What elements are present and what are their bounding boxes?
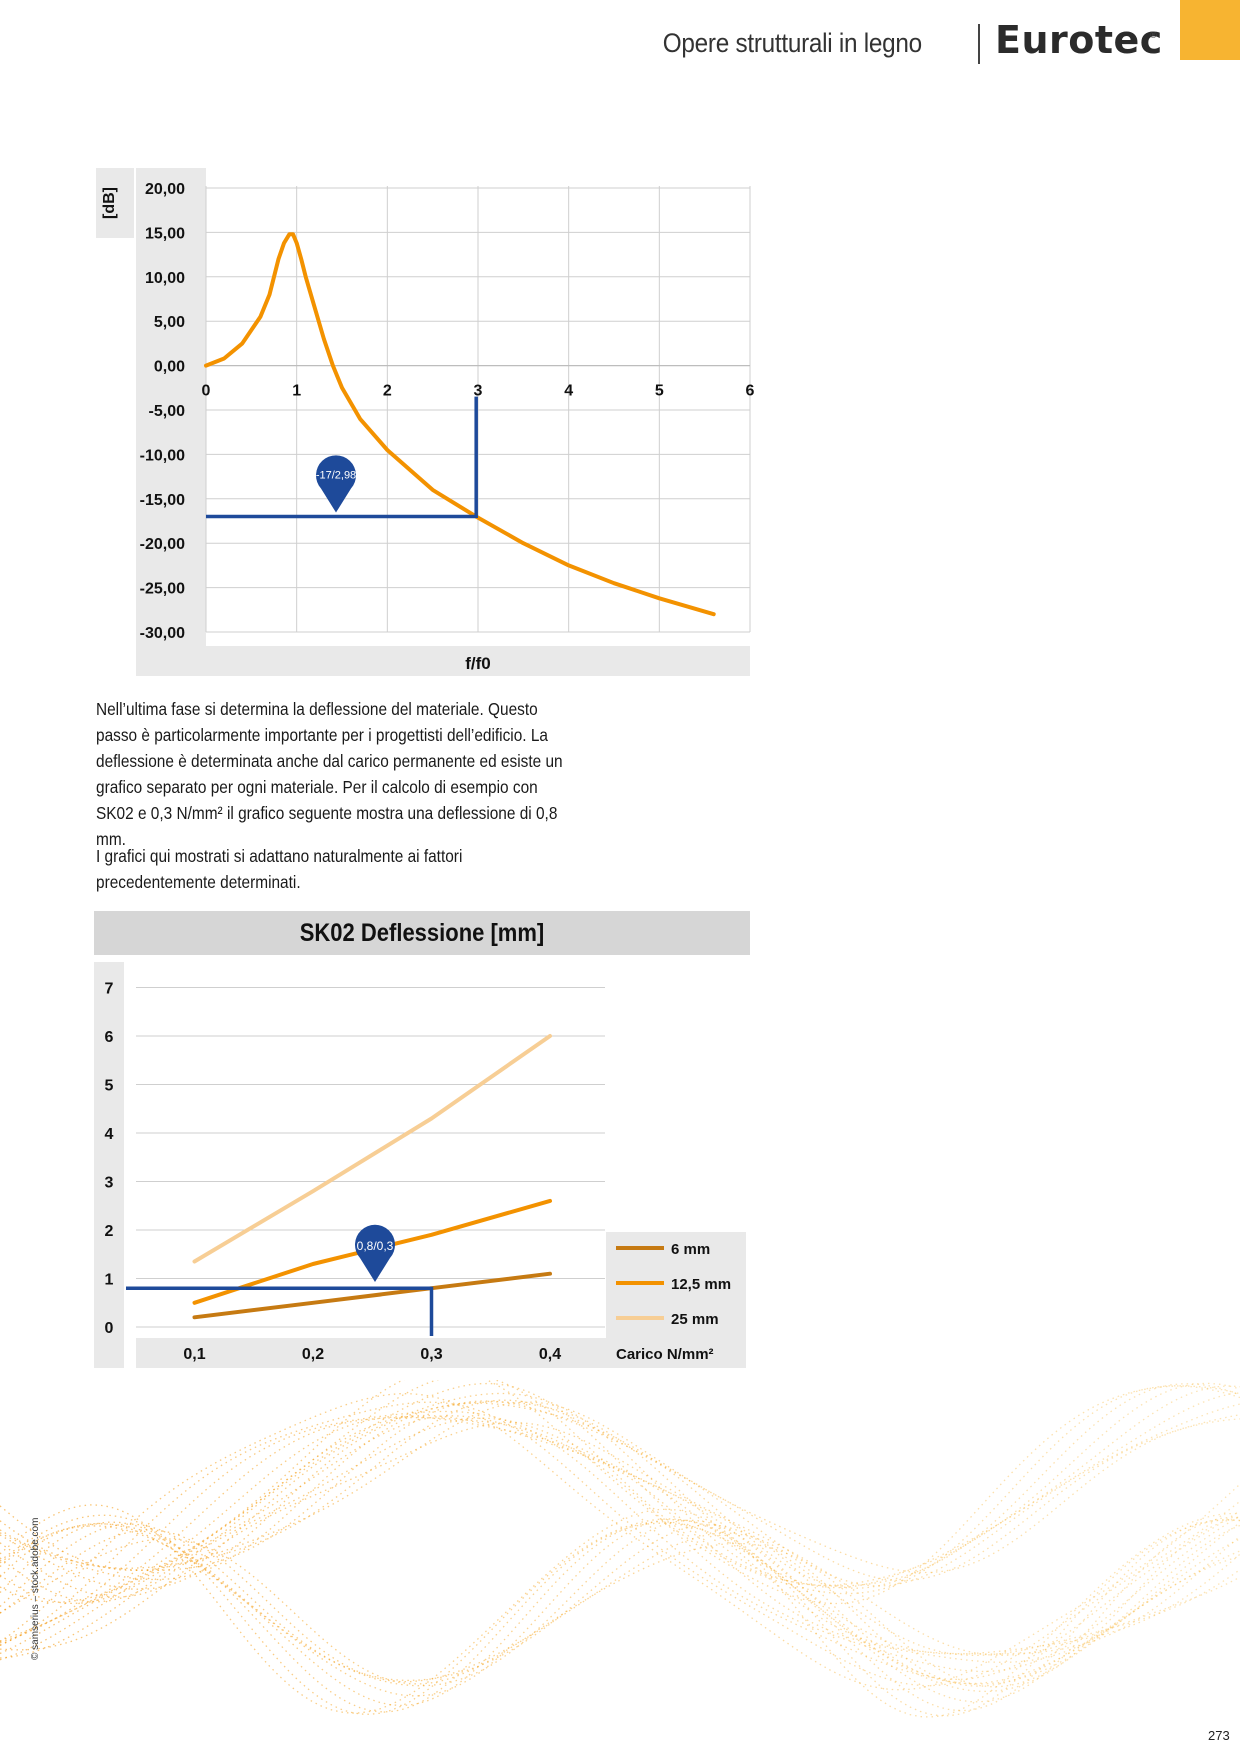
wave-strand xyxy=(0,1410,1240,1681)
deflection-chart-title: SK02 Deflessione [mm] xyxy=(299,919,545,947)
legend-label: 25 mm xyxy=(671,1311,719,1328)
y-tick-label: -25,00 xyxy=(140,581,185,598)
wave-strand xyxy=(0,1415,1240,1661)
x-tick-label: 1 xyxy=(292,383,301,400)
y-tick-label: 0,00 xyxy=(154,359,185,376)
x-tick-label: 0,2 xyxy=(302,1346,324,1363)
y-tick-label: 5,00 xyxy=(154,314,185,331)
x-axis-label: Carico N/mm² xyxy=(616,1346,714,1363)
wave-strands xyxy=(0,1380,1240,1718)
x-tick-label: 6 xyxy=(746,383,755,400)
x-tick-label: 5 xyxy=(655,383,664,400)
wave-strand xyxy=(0,1416,1240,1673)
y-axis-label: [dB] xyxy=(101,187,118,219)
x-tick-label: 3 xyxy=(474,383,483,400)
y-tick-label: 3 xyxy=(105,1175,114,1192)
wave-strand xyxy=(0,1504,1240,1718)
marker-label: -17/2,98 xyxy=(316,470,356,482)
y-tick-column xyxy=(136,168,206,676)
wave-strand xyxy=(0,1519,1240,1713)
wave-strand xyxy=(0,1421,1240,1657)
wave-strand xyxy=(0,1519,1240,1687)
y-tick-label: 20,00 xyxy=(145,181,185,198)
wave-strand xyxy=(0,1382,1240,1603)
wave-strand xyxy=(0,1516,1240,1697)
y-tick-label: -10,00 xyxy=(140,447,185,464)
section-title: Opere strutturali in legno xyxy=(662,28,922,58)
gridlines xyxy=(205,186,751,633)
x-tick-label: 0,4 xyxy=(539,1346,561,1363)
y-tick-label: 2 xyxy=(105,1223,114,1240)
legend-box xyxy=(606,1232,746,1368)
y-tick-label: 15,00 xyxy=(145,225,185,242)
y-tick-label: 4 xyxy=(105,1126,114,1143)
x-axis-label-band xyxy=(206,646,750,676)
eurotec-logo: Eurotec xyxy=(995,18,1163,62)
wave-strand xyxy=(0,1416,1240,1663)
y-tick-label: 0 xyxy=(105,1320,114,1337)
wave-strand xyxy=(0,1414,1240,1655)
wave-strand xyxy=(0,1385,1240,1590)
page-number: 273 xyxy=(1208,1728,1230,1743)
wave-strand xyxy=(0,1523,1240,1685)
y-tick-label: 5 xyxy=(105,1078,114,1095)
wave-strand xyxy=(0,1538,1240,1688)
deflection-chart: 7 6 5 4 3 2 1 0 0,1 0,2 0,3 0,4 Carico N/mm² 6 mm 12,5… xyxy=(94,962,746,1368)
wave-strand xyxy=(0,1514,1240,1717)
y-tick-label: 1 xyxy=(105,1272,114,1289)
wave-strand xyxy=(0,1380,1240,1605)
wave-strand xyxy=(0,1401,1240,1574)
y-tick-column xyxy=(94,962,124,1368)
body-paragraph-note: I grafici qui mostrati si adattano natur… xyxy=(96,846,463,892)
wave-strand xyxy=(0,1382,1240,1598)
y-axis-label-box xyxy=(96,168,134,238)
deflection-chart-title-bar xyxy=(94,911,750,955)
series-line-25-mm xyxy=(192,1034,552,1264)
x-tick-label: 0 xyxy=(202,383,211,400)
y-tick-label: -15,00 xyxy=(140,492,185,509)
x-tick-label: 0,3 xyxy=(420,1346,442,1363)
wave-strand xyxy=(0,1393,1240,1691)
series-line-transmissibility xyxy=(204,232,716,617)
marker-label: 0,8/0,3 xyxy=(357,1239,394,1253)
y-tick-label: -30,00 xyxy=(140,625,185,642)
series-line-6-mm xyxy=(192,1271,552,1320)
y-tick-label: 10,00 xyxy=(145,270,185,287)
wave-strand xyxy=(0,1380,1240,1605)
body-paragraph-deflection: Nell’ultima fase si determina la defless… xyxy=(96,699,563,849)
header-separator xyxy=(978,24,980,64)
wave-strand xyxy=(0,1516,1240,1707)
legend-label: 12,5 mm xyxy=(671,1276,731,1293)
y-tick-label: 6 xyxy=(105,1029,114,1046)
x-axis-label: f/f0 xyxy=(465,654,491,673)
marker-pin-icon xyxy=(354,1224,396,1282)
legend-label: 6 mm xyxy=(671,1241,710,1258)
wave-strand xyxy=(0,1400,1240,1587)
y-tick-label: -20,00 xyxy=(140,536,185,553)
decorative-particle-waves xyxy=(0,1380,1240,1718)
transmissibility-chart: [dB] 20,00 15,00 10,00 5,00 0,00 -5,00 -10,00 -1… xyxy=(96,168,755,676)
x-tick-label: 4 xyxy=(564,383,573,400)
marker-pin-icon xyxy=(316,455,357,513)
x-tick-label: 2 xyxy=(383,383,392,400)
wave-strand xyxy=(0,1529,1240,1687)
y-tick-label: 7 xyxy=(105,981,114,998)
wave-strand xyxy=(0,1417,1240,1659)
photo-credit: © samserius – stock.adobe.com xyxy=(30,1517,41,1660)
x-tick-label: 0,1 xyxy=(183,1346,205,1363)
y-tick-label: -5,00 xyxy=(149,403,186,420)
header-accent-tab xyxy=(1180,0,1240,60)
logo-registered-mark: ® xyxy=(1150,30,1157,40)
